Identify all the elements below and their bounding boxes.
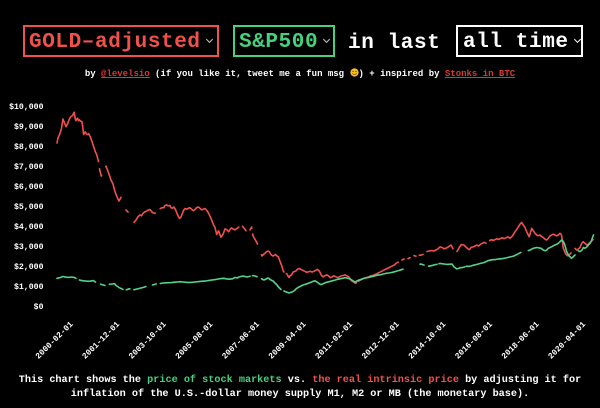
svg-text:2016-08-01: 2016-08-01 — [454, 320, 495, 361]
svg-text:$1,000: $1,000 — [14, 282, 44, 292]
svg-text:$8,000: $8,000 — [14, 142, 44, 152]
svg-text:$5,000: $5,000 — [14, 202, 44, 212]
svg-text:$6,000: $6,000 — [14, 182, 44, 192]
svg-text:2014-10-01: 2014-10-01 — [407, 320, 448, 361]
svg-text:$9,000: $9,000 — [14, 122, 44, 132]
svg-text:2001-12-01: 2001-12-01 — [81, 320, 122, 361]
svg-text:2009-04-01: 2009-04-01 — [267, 320, 308, 361]
svg-text:2005-08-01: 2005-08-01 — [174, 320, 215, 361]
svg-text:$2,000: $2,000 — [14, 262, 44, 272]
svg-text:2000-02-01: 2000-02-01 — [34, 320, 75, 361]
svg-text:$4,000: $4,000 — [14, 222, 44, 232]
svg-text:$10,000: $10,000 — [9, 102, 43, 112]
svg-text:$3,000: $3,000 — [14, 242, 44, 252]
svg-text:2003-10-01: 2003-10-01 — [128, 320, 169, 361]
svg-text:2018-06-01: 2018-06-01 — [500, 320, 541, 361]
svg-text:2011-02-01: 2011-02-01 — [314, 320, 355, 361]
svg-text:2007-06-01: 2007-06-01 — [221, 320, 262, 361]
svg-text:$0: $0 — [34, 302, 44, 312]
svg-text:2012-12-01: 2012-12-01 — [361, 320, 402, 361]
svg-text:2020-04-01: 2020-04-01 — [547, 320, 588, 361]
svg-text:$7,000: $7,000 — [14, 162, 44, 172]
